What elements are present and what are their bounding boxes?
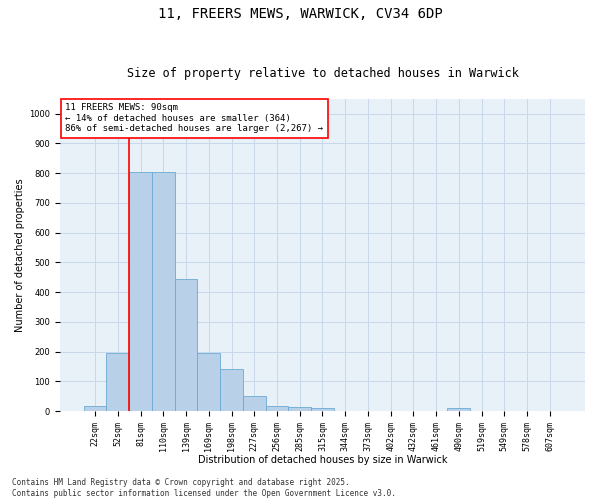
Bar <box>84 406 106 411</box>
Bar <box>197 352 220 411</box>
Text: Contains HM Land Registry data © Crown copyright and database right 2025.
Contai: Contains HM Land Registry data © Crown c… <box>12 478 396 498</box>
X-axis label: Distribution of detached houses by size in Warwick: Distribution of detached houses by size … <box>197 455 447 465</box>
Bar <box>266 406 289 411</box>
Bar <box>175 278 197 411</box>
Bar <box>311 408 334 411</box>
Text: 11 FREERS MEWS: 90sqm
← 14% of detached houses are smaller (364)
86% of semi-det: 11 FREERS MEWS: 90sqm ← 14% of detached … <box>65 104 323 133</box>
Bar <box>129 172 152 411</box>
Bar <box>220 370 243 411</box>
Bar <box>152 172 175 411</box>
Bar <box>289 407 311 411</box>
Bar <box>243 396 266 411</box>
Bar <box>106 353 129 411</box>
Y-axis label: Number of detached properties: Number of detached properties <box>15 178 25 332</box>
Bar <box>448 408 470 411</box>
Text: 11, FREERS MEWS, WARWICK, CV34 6DP: 11, FREERS MEWS, WARWICK, CV34 6DP <box>158 8 442 22</box>
Title: Size of property relative to detached houses in Warwick: Size of property relative to detached ho… <box>127 66 518 80</box>
